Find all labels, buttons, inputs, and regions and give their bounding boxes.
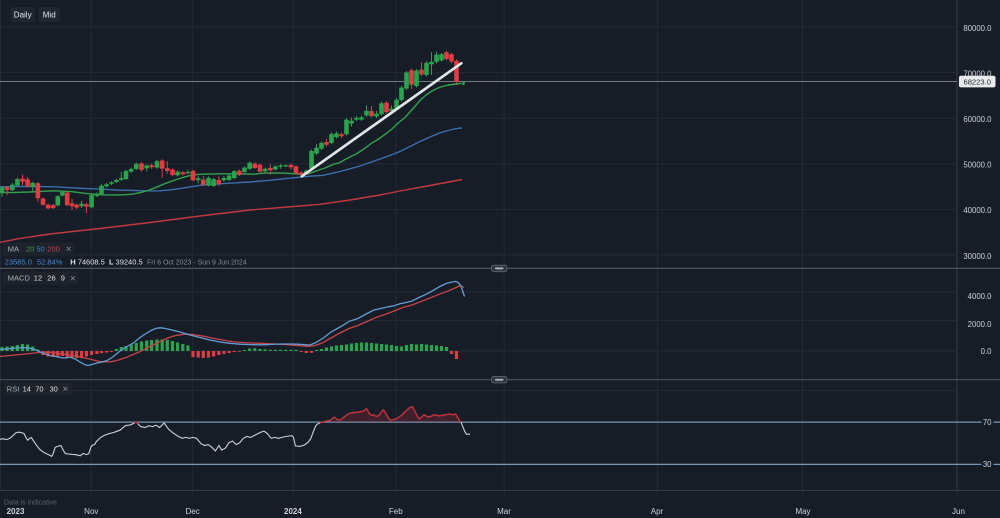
svg-text:Feb: Feb xyxy=(389,507,403,516)
svg-text:26: 26 xyxy=(47,274,55,283)
svg-text:Dec: Dec xyxy=(185,507,199,516)
svg-text:Mar: Mar xyxy=(497,507,511,516)
svg-text:Jun: Jun xyxy=(952,507,965,516)
svg-text:✕: ✕ xyxy=(70,274,76,283)
svg-text:Mid: Mid xyxy=(43,11,56,20)
svg-text:200: 200 xyxy=(47,244,60,253)
svg-text:30000.0: 30000.0 xyxy=(963,252,992,261)
svg-text:70000.0: 70000.0 xyxy=(963,69,992,78)
svg-text:50000.0: 50000.0 xyxy=(963,161,992,170)
svg-text:May: May xyxy=(795,507,810,516)
svg-text:L 39240.5: L 39240.5 xyxy=(109,258,143,267)
svg-text:60000.0: 60000.0 xyxy=(963,115,992,124)
svg-text:52.84%: 52.84% xyxy=(37,258,63,267)
svg-text:H 74608.5: H 74608.5 xyxy=(70,258,105,267)
svg-text:✕: ✕ xyxy=(66,245,72,254)
svg-text:80000.0: 80000.0 xyxy=(963,24,992,33)
svg-text:70: 70 xyxy=(983,418,992,427)
svg-text:MA: MA xyxy=(8,244,19,253)
svg-text:Daily: Daily xyxy=(14,11,32,20)
svg-text:2000.0: 2000.0 xyxy=(968,320,993,329)
svg-text:20: 20 xyxy=(26,244,34,253)
svg-text:Fri 6 Oct 2023 - Sun 9 Jun 202: Fri 6 Oct 2023 - Sun 9 Jun 2024 xyxy=(147,260,247,267)
svg-text:Data is indicative: Data is indicative xyxy=(4,500,57,507)
svg-text:30: 30 xyxy=(50,384,58,393)
svg-text:MACD: MACD xyxy=(8,274,31,283)
svg-text:2023: 2023 xyxy=(7,507,25,516)
svg-text:2024: 2024 xyxy=(284,507,302,516)
svg-text:0.0: 0.0 xyxy=(981,347,993,356)
svg-text:14: 14 xyxy=(23,384,31,393)
svg-text:Nov: Nov xyxy=(84,507,98,516)
svg-text:✕: ✕ xyxy=(62,385,68,394)
svg-text:23585.0: 23585.0 xyxy=(5,258,32,267)
svg-text:12: 12 xyxy=(34,274,42,283)
svg-text:68223.0: 68223.0 xyxy=(963,77,990,86)
svg-text:Apr: Apr xyxy=(651,507,664,516)
svg-text:RSI: RSI xyxy=(7,384,20,393)
svg-text:30: 30 xyxy=(983,460,992,469)
svg-text:9: 9 xyxy=(61,274,65,283)
svg-text:40000.0: 40000.0 xyxy=(963,206,992,215)
svg-text:70: 70 xyxy=(35,384,43,393)
svg-text:50: 50 xyxy=(36,244,44,253)
svg-text:4000.0: 4000.0 xyxy=(968,292,993,301)
